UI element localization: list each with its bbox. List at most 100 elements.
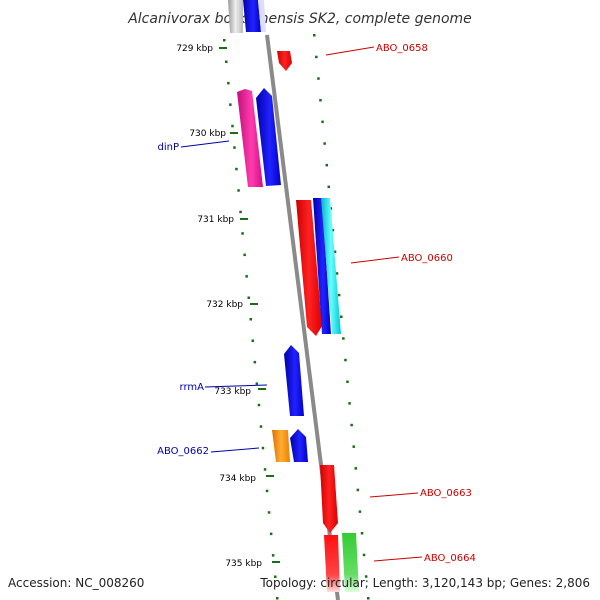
gene-dinp[interactable] [237, 89, 263, 187]
track-dot [323, 142, 326, 145]
track-dot [263, 468, 267, 471]
gene-rrma[interactable] [284, 345, 304, 416]
track-dot [333, 250, 337, 253]
inner-dotted-track [223, 39, 279, 600]
gene-abo-0662[interactable] [272, 430, 290, 462]
track-dot [249, 318, 252, 321]
tick-729: 729 kbp [176, 44, 227, 54]
track-dot [321, 120, 324, 124]
label-abo-0664[interactable]: ABO_0664 [424, 553, 476, 564]
leader-abo-0662 [210, 447, 260, 453]
tick-730: 730 kbp [189, 129, 238, 139]
track-dot [241, 232, 244, 235]
track-dot [346, 380, 349, 383]
track-dot [265, 489, 269, 493]
tick-label: 734 kbp [219, 474, 256, 484]
track-dot [271, 554, 275, 557]
track-dot [325, 163, 328, 167]
track-dot [255, 382, 259, 385]
track-dot [358, 510, 362, 513]
leader-abo-0658 [325, 46, 375, 56]
track-dot [362, 553, 366, 557]
track-dot [350, 423, 353, 427]
outer-dotted-track [313, 34, 370, 600]
track-dot [267, 511, 271, 514]
track-dot [367, 597, 370, 600]
label-abo-0663[interactable]: ABO_0663 [420, 488, 472, 499]
track-dot [243, 253, 246, 257]
tick-label: 729 kbp [176, 44, 213, 54]
tick-label: 733 kbp [214, 387, 251, 397]
tick-732: 732 kbp [206, 300, 258, 310]
gene-abo-0660-red[interactable] [296, 200, 322, 336]
track-dot [337, 293, 341, 297]
gene-abo-0658[interactable] [277, 51, 292, 71]
gene-abo-0662-adjacent[interactable] [290, 429, 308, 462]
track-dot [261, 446, 265, 450]
label-rrma[interactable]: rrmA [180, 382, 205, 393]
track-dot [315, 55, 318, 59]
track-dot [223, 39, 226, 42]
tick-734: 734 kbp [219, 474, 274, 484]
gene-dinp-adjacent[interactable] [256, 88, 281, 186]
track-dot [356, 488, 360, 492]
track-dot [352, 445, 355, 448]
gene-top-blue[interactable] [243, 0, 261, 32]
tick-label: 732 kbp [206, 300, 243, 310]
gene-top-fade [258, 0, 266, 32]
label-dinp[interactable]: dinP [158, 142, 180, 153]
track-dot [237, 189, 240, 192]
genome-title: Alcanivorax borkumensis SK2, complete ge… [127, 11, 472, 27]
track-dot [259, 425, 263, 428]
tick-label: 731 kbp [197, 215, 234, 225]
track-dot [276, 597, 279, 600]
track-dot [360, 532, 364, 535]
leader-abo-0660 [350, 256, 400, 264]
track-dot [225, 60, 228, 63]
track-dot [335, 272, 339, 275]
track-dot [348, 402, 351, 405]
track-dot [354, 467, 357, 470]
tick-label: 730 kbp [189, 129, 226, 139]
track-dot [257, 403, 261, 407]
track-dot [247, 296, 250, 299]
label-abo-0662[interactable]: ABO_0662 [157, 446, 209, 457]
track-dot [239, 210, 242, 214]
gene-abo-0664-green[interactable] [342, 533, 359, 592]
tick-733: 733 kbp [214, 387, 266, 397]
track-dot [251, 339, 254, 342]
leader-abo-0664 [373, 556, 423, 562]
leader-abo-0663 [369, 492, 419, 498]
label-abo-0660[interactable]: ABO_0660 [401, 253, 453, 264]
topology-text: Topology: circular; Length: 3,120,143 bp… [259, 576, 590, 590]
track-dot [344, 358, 347, 362]
accession-text: Accession: NC_008260 [8, 576, 144, 590]
tick-731: 731 kbp [197, 215, 248, 225]
track-dot [253, 360, 257, 364]
track-dot [233, 146, 236, 149]
leader-dinp [180, 140, 230, 148]
track-dot [327, 185, 330, 189]
gene-abo-0660-blue[interactable] [313, 198, 331, 334]
track-dot [331, 228, 335, 232]
track-dot [364, 575, 368, 578]
track-dot [340, 315, 343, 318]
gene-abo-0664-red[interactable] [324, 535, 340, 592]
track-dot [313, 34, 316, 37]
gene-abo-0663[interactable] [320, 465, 338, 533]
track-dot [274, 575, 277, 578]
track-dot [229, 103, 232, 106]
gene-top-gray[interactable] [228, 0, 243, 33]
track-dot [235, 167, 238, 171]
label-abo-0658[interactable]: ABO_0658 [376, 43, 428, 54]
gene-abo-0660-cyan[interactable] [321, 198, 341, 334]
track-dot [227, 81, 230, 85]
leader-rrma [204, 384, 268, 388]
track-dot [231, 124, 234, 128]
tick-label: 735 kbp [225, 559, 262, 569]
track-dot [329, 207, 333, 210]
track-dot [245, 275, 248, 278]
track-dot [342, 337, 345, 340]
track-dot [319, 99, 322, 102]
